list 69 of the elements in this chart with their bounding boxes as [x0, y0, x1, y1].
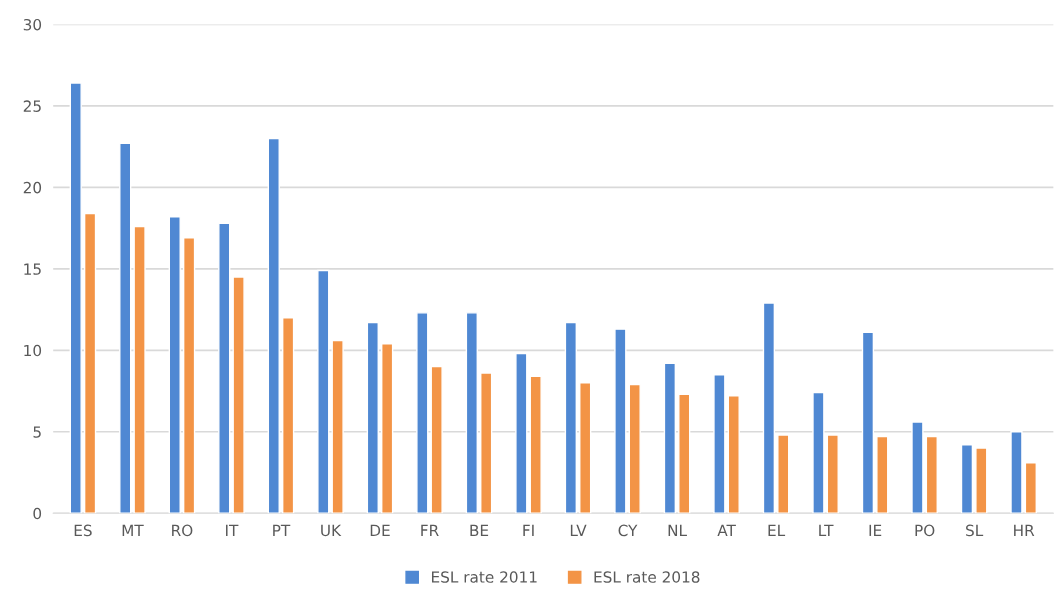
bar [564, 321, 577, 514]
x-tick-label: HR [1014, 524, 1035, 536]
x-tick-label: LV [570, 524, 587, 536]
bar [876, 435, 889, 514]
x-tick-label: PO [915, 524, 935, 537]
bar [133, 225, 146, 514]
y-tick-label: 15 [24, 263, 41, 275]
bar [232, 276, 245, 514]
bar [713, 374, 726, 514]
y-tick-label: 10 [24, 344, 42, 357]
bar [317, 269, 330, 514]
bar [529, 375, 542, 514]
bar [168, 216, 181, 514]
y-tick-label: 5 [33, 426, 41, 438]
x-tick-label: UK [321, 524, 342, 537]
bar [1024, 462, 1037, 514]
bar [416, 312, 429, 514]
legend-label: ESL rate 2018 [594, 571, 700, 583]
bar [614, 328, 627, 514]
bar [678, 393, 691, 514]
y-tick-label: 30 [23, 18, 42, 31]
bar [267, 137, 280, 514]
x-tick-label: DE [370, 524, 390, 536]
bar [515, 352, 528, 514]
x-tick-label: EL [768, 524, 786, 536]
bar [1010, 431, 1023, 514]
bar [182, 237, 196, 514]
x-tick-label: IT [226, 524, 239, 536]
x-tick-label: BE [470, 524, 489, 536]
x-tick-label: RO [172, 524, 193, 537]
x-tick-label: SL [966, 524, 984, 537]
bar [119, 142, 132, 514]
bar [331, 339, 344, 514]
legend-label: ESL rate 2011 [432, 571, 537, 583]
bar [218, 222, 231, 514]
bar [366, 321, 379, 514]
bar [628, 383, 641, 514]
x-tick-label: AT [717, 524, 736, 536]
x-tick-label: LT [819, 524, 834, 536]
x-tick-label: FR [421, 524, 439, 536]
bar [960, 444, 974, 514]
bar [430, 365, 443, 514]
x-tick-label: PT [273, 524, 291, 536]
y-tick-label: 25 [23, 100, 41, 112]
bar [480, 372, 493, 514]
bar [777, 434, 790, 514]
x-tick-label: FI [523, 524, 534, 536]
y-tick-label: 20 [23, 181, 42, 194]
bar [975, 447, 988, 514]
bar [465, 312, 478, 514]
bar [83, 212, 97, 514]
bar [281, 317, 295, 514]
bar [762, 302, 776, 514]
bar [663, 362, 677, 514]
bar [925, 435, 938, 514]
bar [861, 331, 875, 514]
x-tick-label: CY [618, 524, 638, 537]
bar [812, 391, 825, 514]
bar [911, 421, 924, 514]
bar [381, 343, 394, 514]
y-tick-label: 0 [33, 507, 42, 520]
bar [579, 382, 592, 514]
x-tick-label: ES [74, 524, 92, 537]
bar [727, 395, 740, 514]
x-tick-label: IE [869, 524, 882, 536]
bar [69, 82, 82, 514]
x-tick-label: NL [668, 524, 687, 536]
x-tick-label: MT [122, 524, 144, 536]
bar [826, 434, 839, 514]
